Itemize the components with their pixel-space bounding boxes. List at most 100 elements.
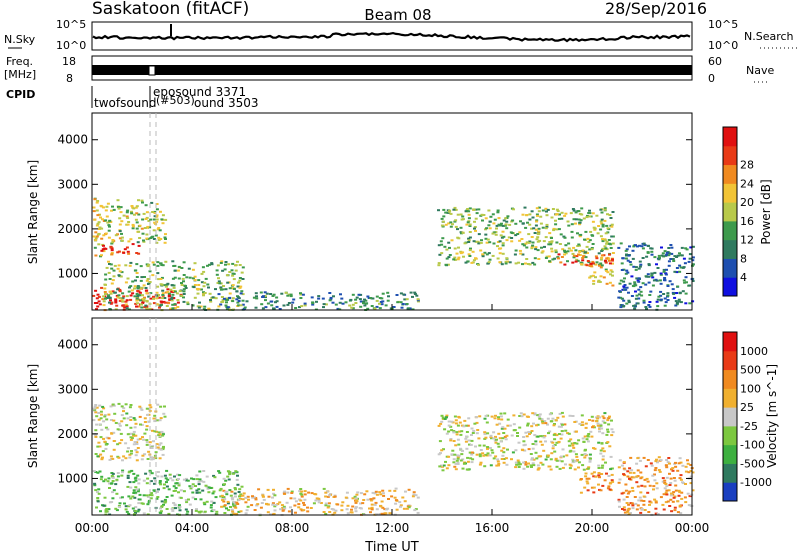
range-cell <box>677 300 681 303</box>
range-cell <box>605 257 609 260</box>
range-cell <box>572 450 576 453</box>
colorbar-tick-label: -1000 <box>740 476 772 489</box>
range-cell <box>244 501 248 504</box>
range-cell <box>467 253 471 256</box>
range-cell <box>490 449 494 452</box>
range-cell <box>184 287 188 289</box>
range-cell <box>394 499 398 502</box>
range-cell <box>101 218 104 221</box>
range-cell <box>271 295 275 297</box>
range-cell <box>485 253 489 256</box>
colorbar-segment <box>723 425 737 446</box>
range-cell <box>395 508 399 511</box>
range-cell <box>378 513 382 515</box>
range-cell <box>635 508 639 511</box>
range-cell <box>142 512 146 515</box>
range-cell <box>148 270 152 273</box>
range-cell <box>484 217 488 220</box>
range-cell <box>179 496 183 499</box>
range-cell <box>300 305 304 308</box>
range-cell <box>487 261 491 264</box>
range-cell <box>609 269 613 272</box>
range-cell <box>457 246 460 249</box>
range-cell <box>128 406 132 409</box>
range-cell <box>664 273 668 276</box>
range-cell <box>605 472 608 475</box>
range-cell <box>96 455 100 458</box>
range-cell <box>467 210 471 213</box>
range-cell <box>679 301 683 304</box>
range-cell <box>363 493 367 496</box>
range-cell <box>129 452 133 455</box>
range-cell <box>97 300 101 303</box>
range-cell <box>145 211 149 214</box>
range-cell <box>238 286 242 289</box>
range-cell <box>124 264 128 267</box>
range-cell <box>504 262 508 265</box>
range-cell <box>541 420 545 423</box>
range-cell <box>622 461 626 464</box>
range-cell <box>138 237 142 239</box>
range-cell <box>237 300 241 302</box>
range-cell <box>223 483 226 486</box>
range-cell <box>198 491 202 494</box>
range-cell <box>171 303 175 306</box>
range-cell <box>489 436 493 438</box>
freq-panel: Freq. [MHz] 18 8 60 0 Nave <box>4 55 774 85</box>
range-cell <box>159 300 163 303</box>
range-cell <box>635 294 639 297</box>
range-cell <box>624 483 628 486</box>
range-cell <box>244 496 248 499</box>
range-cell <box>170 299 174 302</box>
range-cell <box>494 233 498 236</box>
range-cell <box>133 295 137 298</box>
range-cell <box>644 465 648 468</box>
range-cell <box>536 464 540 467</box>
range-cell <box>153 221 157 224</box>
range-cell <box>630 502 634 505</box>
range-cell <box>581 464 585 467</box>
range-cell <box>600 222 604 225</box>
range-cell <box>221 269 225 272</box>
range-cell <box>586 482 590 485</box>
range-cell <box>125 246 129 249</box>
range-cell <box>635 475 639 478</box>
range-cell <box>448 209 452 212</box>
range-cell <box>524 242 528 245</box>
range-cell <box>642 456 646 459</box>
range-cell <box>633 496 637 498</box>
range-cell <box>636 485 640 488</box>
range-cell <box>468 207 472 210</box>
range-cell <box>282 505 286 508</box>
range-cell <box>606 487 610 490</box>
range-cell <box>133 426 137 429</box>
range-cell <box>348 304 352 307</box>
range-cell <box>165 469 169 472</box>
range-cell <box>684 465 688 468</box>
range-cell <box>684 276 688 279</box>
range-cell <box>99 255 102 258</box>
range-cell <box>633 307 637 310</box>
range-cell <box>227 478 231 481</box>
range-cell <box>145 439 149 442</box>
range-cell <box>665 459 669 461</box>
range-cell <box>496 460 500 463</box>
range-cell <box>585 480 589 483</box>
range-cell <box>601 484 605 487</box>
range-cell <box>529 453 533 455</box>
range-cell <box>103 414 107 416</box>
nsky-tick-bottom: 10^0 <box>56 39 86 52</box>
range-cell <box>112 448 116 451</box>
range-cell <box>581 423 585 426</box>
colorbar-tick-label: 100 <box>740 382 761 395</box>
range-cell <box>120 232 123 235</box>
range-cell <box>660 254 664 257</box>
range-cell <box>487 252 491 255</box>
range-cell <box>302 501 305 504</box>
range-cell <box>120 439 124 442</box>
range-cell <box>237 499 241 501</box>
colorbar-segment <box>723 369 737 389</box>
range-cell <box>146 495 150 498</box>
range-cell <box>508 424 512 427</box>
range-cell <box>495 423 499 426</box>
